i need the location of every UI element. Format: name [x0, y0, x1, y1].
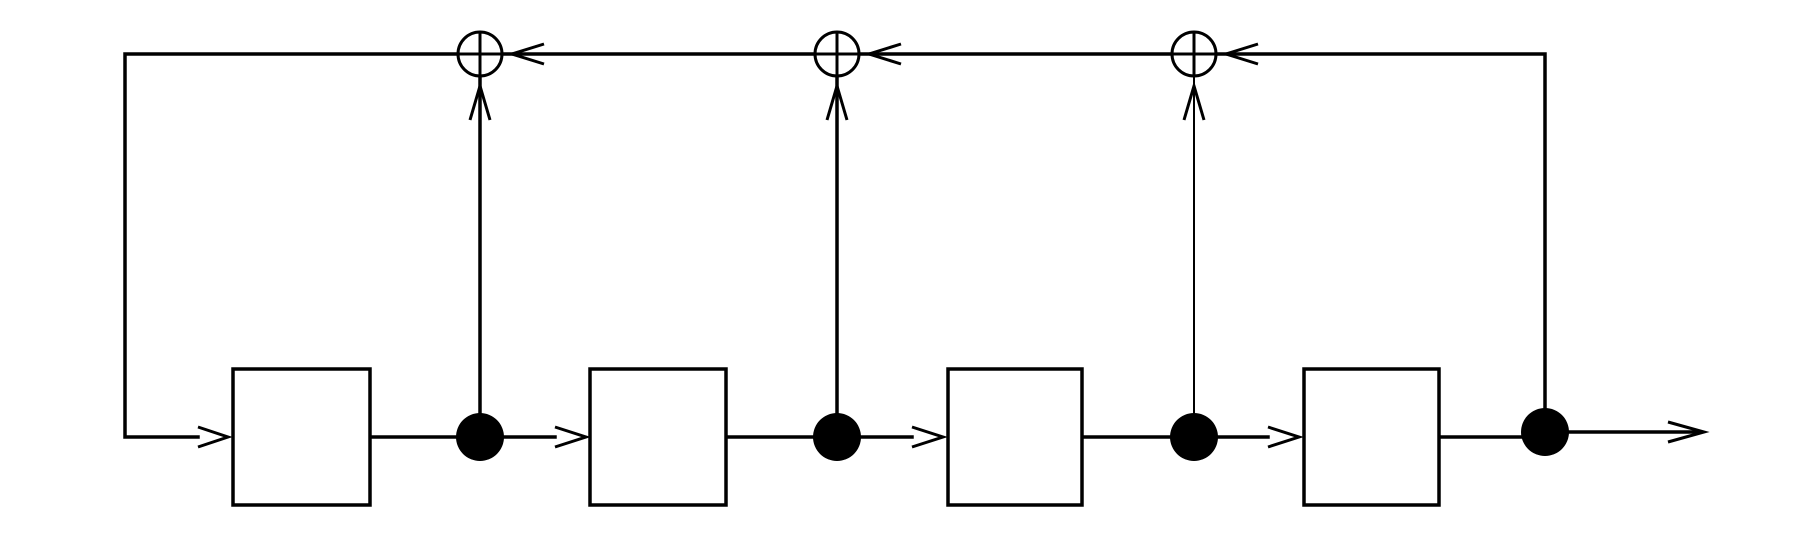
register-1	[231, 367, 372, 507]
xor-gate-3	[1170, 30, 1218, 78]
arrow-into-register-1	[197, 425, 233, 449]
arrow-into-xor-3	[1220, 42, 1259, 66]
feedback-line-output-to-xor3	[1214, 52, 1547, 434]
arrow-into-register-3	[911, 425, 948, 449]
arrow-tap-1	[468, 80, 492, 121]
register-3	[946, 367, 1084, 507]
arrow-into-register-2	[554, 425, 591, 449]
xor-gate-1	[456, 30, 504, 78]
arrow-tap-3	[1182, 80, 1206, 121]
register-2	[588, 367, 728, 507]
feedback-return-line	[123, 52, 464, 439]
tap-dot-3	[1170, 413, 1218, 461]
shift-line-r4-out	[1437, 430, 1702, 439]
tap-dot-4	[1521, 408, 1569, 456]
tap-dot-1	[456, 413, 504, 461]
arrow-into-register-4	[1267, 425, 1304, 449]
arrow-into-xor-2	[863, 42, 902, 66]
register-4	[1302, 367, 1441, 507]
arrow-tap-2	[825, 80, 849, 121]
arrow-output	[1667, 420, 1710, 444]
xor-gate-2	[813, 30, 861, 78]
arrow-into-xor-1	[506, 42, 545, 66]
tap-dot-2	[813, 413, 861, 461]
